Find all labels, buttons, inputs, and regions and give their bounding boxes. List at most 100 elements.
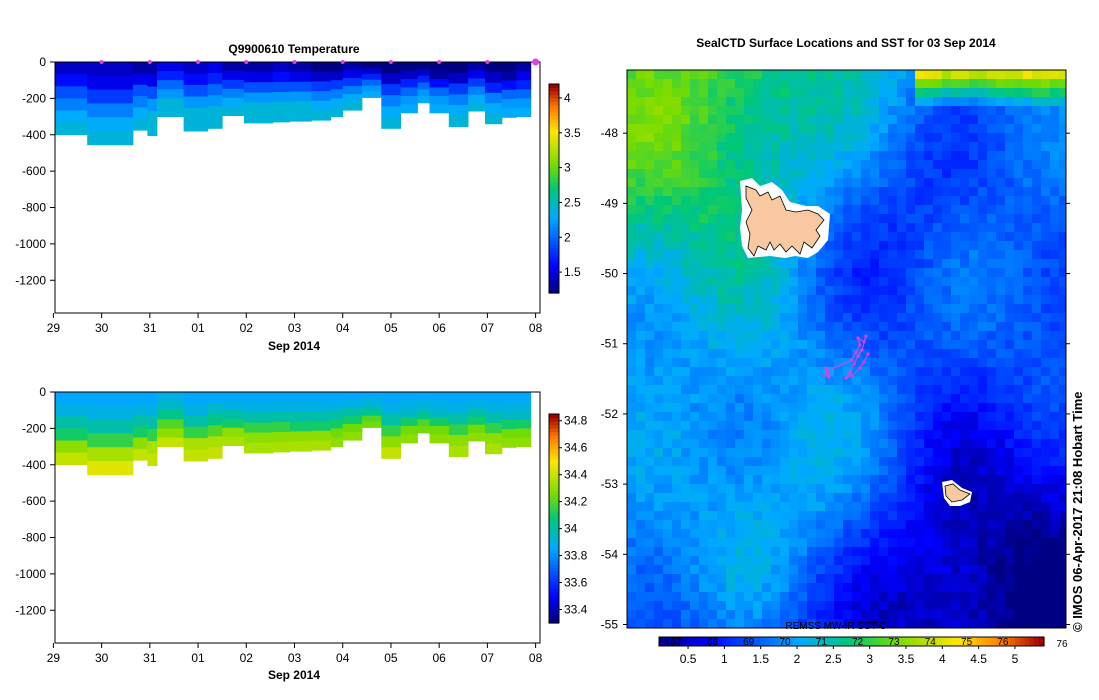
sst-cell bbox=[771, 520, 781, 530]
sst-cell bbox=[888, 232, 898, 242]
sst-cell bbox=[870, 583, 880, 593]
sst-cell bbox=[807, 286, 817, 296]
sst-cell bbox=[1005, 547, 1015, 557]
section-cell bbox=[381, 73, 401, 85]
sst-cell bbox=[681, 538, 691, 548]
sst-cell bbox=[969, 511, 979, 521]
sst-cell bbox=[933, 358, 943, 368]
sst-cell bbox=[879, 277, 889, 287]
section-cell bbox=[133, 392, 148, 404]
sst-cell bbox=[645, 349, 655, 359]
section-cell bbox=[87, 103, 134, 118]
sst-colorbar-swatch bbox=[687, 637, 694, 646]
section-cell bbox=[381, 447, 401, 459]
section-cell bbox=[400, 426, 418, 435]
sst-cell bbox=[1059, 97, 1066, 107]
section-cell bbox=[87, 461, 134, 476]
sst-cell bbox=[1032, 151, 1042, 161]
sst-cell bbox=[870, 268, 880, 278]
sst-cell bbox=[816, 367, 826, 377]
sst-cell bbox=[717, 115, 727, 125]
sst-cell bbox=[1032, 448, 1042, 458]
sst-cell bbox=[843, 142, 853, 152]
section-cell bbox=[55, 440, 88, 453]
section-cell bbox=[516, 437, 532, 447]
section-cell bbox=[243, 102, 274, 114]
sst-cell bbox=[933, 97, 943, 107]
sst-cell bbox=[708, 394, 718, 404]
sst-cell bbox=[861, 259, 871, 269]
sst-cell bbox=[681, 268, 691, 278]
section-cell bbox=[468, 392, 486, 401]
sst-cell bbox=[825, 196, 835, 206]
sst-cell bbox=[744, 583, 754, 593]
sst-cell bbox=[906, 601, 916, 611]
sst-cell bbox=[627, 421, 637, 431]
sst-cell bbox=[834, 376, 844, 386]
sst-cell bbox=[1014, 304, 1024, 314]
sst-cell bbox=[1041, 565, 1051, 575]
sst-cell bbox=[798, 106, 808, 116]
sst-cell bbox=[906, 169, 916, 179]
section-cell bbox=[381, 62, 401, 74]
sst-cell bbox=[825, 331, 835, 341]
temperature-month-label: Sep 2014 bbox=[268, 339, 320, 353]
sst-cell bbox=[1014, 484, 1024, 494]
sst-cell bbox=[645, 169, 655, 179]
sst-cell bbox=[1023, 151, 1033, 161]
sst-cell bbox=[924, 412, 934, 422]
sst-cell bbox=[834, 160, 844, 170]
sst-colorbar-swatch bbox=[875, 637, 881, 646]
sst-cell bbox=[960, 349, 970, 359]
sst-cell bbox=[708, 358, 718, 368]
sst-cell bbox=[1032, 205, 1042, 215]
sst-cell bbox=[726, 304, 736, 314]
sst-cell bbox=[1014, 448, 1024, 458]
sst-cell bbox=[861, 448, 871, 458]
sst-cell bbox=[708, 592, 718, 602]
sst-cell bbox=[735, 529, 745, 539]
sst-cell bbox=[888, 565, 898, 575]
x-tick-label: 02 bbox=[240, 651, 254, 665]
sst-cell bbox=[843, 286, 853, 296]
sst-cell bbox=[735, 313, 745, 323]
sst-cell bbox=[834, 412, 844, 422]
sst-cell bbox=[942, 610, 952, 620]
sst-cell bbox=[645, 403, 655, 413]
sst-cell bbox=[1032, 547, 1042, 557]
section-cell bbox=[55, 74, 88, 87]
sst-cell bbox=[816, 106, 826, 116]
colorbar-swatch bbox=[549, 115, 559, 120]
sst-cell bbox=[834, 241, 844, 251]
section-cell bbox=[272, 402, 291, 413]
sst-cell bbox=[744, 169, 754, 179]
sst-cell bbox=[681, 142, 691, 152]
sst-cell bbox=[1059, 484, 1066, 494]
sst-cell bbox=[762, 457, 772, 467]
sst-cell bbox=[672, 295, 682, 305]
sst-cell bbox=[834, 556, 844, 566]
section-cell bbox=[147, 111, 158, 124]
sst-cell bbox=[843, 574, 853, 584]
sst-cell bbox=[699, 151, 709, 161]
sst-cell bbox=[771, 421, 781, 431]
sst-cell bbox=[1014, 79, 1024, 89]
section-cell bbox=[311, 81, 332, 92]
colorbar-swatch bbox=[549, 216, 559, 221]
sst-cell bbox=[1032, 97, 1042, 107]
sst-cell bbox=[1059, 385, 1066, 395]
sst-cell bbox=[888, 115, 898, 125]
sst-cell bbox=[942, 529, 952, 539]
sst-cell bbox=[771, 259, 781, 269]
sst-cell bbox=[1014, 619, 1024, 628]
sst-cell bbox=[843, 484, 853, 494]
sst-cell bbox=[843, 529, 853, 539]
sst-cell bbox=[726, 457, 736, 467]
sst-cell bbox=[807, 322, 817, 332]
section-cell bbox=[448, 94, 469, 106]
sst-cell bbox=[996, 385, 1006, 395]
sst-cell bbox=[681, 277, 691, 287]
sst-cell bbox=[690, 205, 700, 215]
sst-cell bbox=[915, 79, 925, 89]
sst-cell bbox=[834, 394, 844, 404]
